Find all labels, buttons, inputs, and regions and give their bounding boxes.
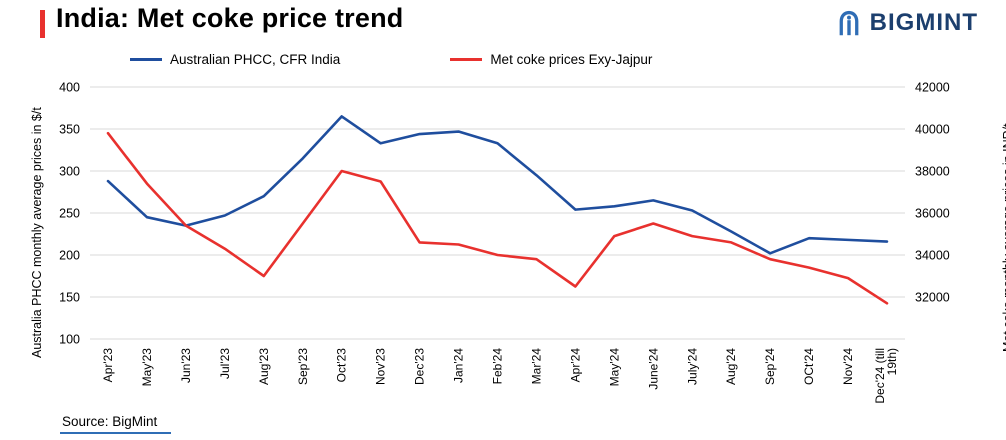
left-axis-title: Australia PHCC monthly average prices in…: [30, 107, 44, 358]
x-axis-tick-label: Oct'23: [335, 348, 349, 383]
source-note: Source: BigMint: [60, 414, 172, 434]
left-axis-tick-label: 200: [59, 249, 80, 263]
x-axis-tick-label: Apr'24: [568, 348, 582, 383]
left-axis-tick-label: 250: [59, 207, 80, 221]
left-axis-tick-label: 350: [59, 123, 80, 137]
x-axis-tick-label: Jan'24: [452, 348, 466, 383]
x-axis-tick-label: Jul'23: [218, 348, 232, 379]
left-axis-tick-label: 100: [59, 333, 80, 347]
left-axis-tick-label: 150: [59, 291, 80, 305]
x-axis-tick-label: May'23: [140, 348, 154, 387]
right-axis-tick-label: 38000: [915, 165, 950, 179]
x-axis-tick-label: June'24: [646, 348, 660, 390]
legend-label-met-coke: Met coke prices Exy-Jajpur: [490, 52, 653, 67]
right-axis-tick-label: 40000: [915, 123, 950, 137]
x-axis-tick-label: July'24: [685, 348, 699, 385]
legend-item-australian-phcc: Australian PHCC, CFR India: [130, 52, 340, 67]
right-axis-title: Met coke monthly average prices in INR/t: [1001, 123, 1006, 352]
legend-label-australian-phcc: Australian PHCC, CFR India: [170, 52, 341, 67]
x-axis-tick-label: Sep'24: [763, 348, 777, 385]
page-title: India: Met coke price trend: [56, 3, 404, 33]
right-axis-tick-label: 34000: [915, 249, 950, 263]
chart-legend: Australian PHCC, CFR India Met coke pric…: [130, 52, 652, 67]
right-axis-tick-label: 32000: [915, 291, 950, 305]
x-axis-tick-label: Mar'24: [529, 348, 543, 385]
bigmint-logo-text: BIGMINT: [869, 9, 978, 36]
bigmint-logo-icon: [834, 8, 864, 38]
x-axis-tick-label: Nov'23: [374, 348, 388, 385]
series-line-0: [106, 115, 889, 255]
bigmint-logo: BIGMINT: [834, 8, 978, 38]
series-line-1: [106, 131, 889, 305]
right-axis-tick-label: 36000: [915, 207, 950, 221]
x-axis-tick-label: Dec'24 (till: [873, 348, 887, 404]
legend-item-met-coke: Met coke prices Exy-Jajpur: [450, 52, 652, 67]
x-axis-tick-label: Feb'24: [491, 348, 505, 385]
title-accent-bar: [40, 10, 45, 38]
x-axis-tick-label: Jun'23: [179, 348, 193, 383]
x-axis-tick-label: 19th): [885, 348, 899, 375]
x-axis-tick-label: Nov'24: [841, 348, 855, 385]
right-axis-tick-label: 42000: [915, 81, 950, 95]
x-axis-tick-label: Apr'23: [101, 348, 115, 383]
x-axis-tick-label: Aug'23: [257, 348, 271, 385]
x-axis-tick-label: Aug'24: [724, 348, 738, 385]
left-axis-tick-label: 400: [59, 81, 80, 95]
x-axis-tick-label: Sep'23: [296, 348, 310, 385]
legend-swatch-blue: [130, 58, 162, 61]
x-axis-tick-label: May'24: [607, 348, 621, 387]
x-axis-tick-label: Dec'23: [413, 348, 427, 385]
left-axis-tick-label: 300: [59, 165, 80, 179]
x-axis-tick-label: OCt'24: [802, 348, 816, 385]
legend-swatch-red: [450, 58, 483, 61]
